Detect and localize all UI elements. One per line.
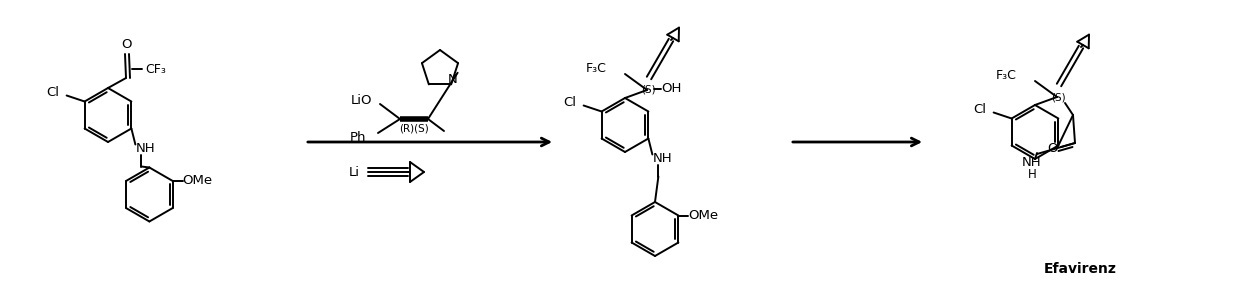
Text: (S): (S) <box>1050 92 1065 102</box>
Text: H: H <box>1028 168 1037 181</box>
Text: OMe: OMe <box>688 209 718 222</box>
Text: O: O <box>122 38 133 51</box>
Text: CF₃: CF₃ <box>145 63 166 75</box>
Text: NH: NH <box>1022 156 1042 168</box>
Text: (S): (S) <box>641 85 655 95</box>
Text: LiO: LiO <box>351 94 373 106</box>
Text: OMe: OMe <box>182 174 213 187</box>
Text: NH: NH <box>652 152 672 165</box>
Text: Li: Li <box>348 166 360 179</box>
Text: (R)(S): (R)(S) <box>399 123 429 133</box>
Text: N: N <box>448 73 458 86</box>
Text: Cl: Cl <box>46 86 60 99</box>
Text: Cl: Cl <box>563 96 577 109</box>
Text: O: O <box>1048 143 1058 156</box>
Text: Cl: Cl <box>973 103 986 116</box>
Text: F₃C: F₃C <box>587 61 608 75</box>
Text: Efavirenz: Efavirenz <box>1044 262 1116 276</box>
Text: NH: NH <box>135 142 155 155</box>
Text: F₃C: F₃C <box>996 69 1017 82</box>
Text: Ph: Ph <box>350 131 366 144</box>
Text: OH: OH <box>661 82 681 94</box>
